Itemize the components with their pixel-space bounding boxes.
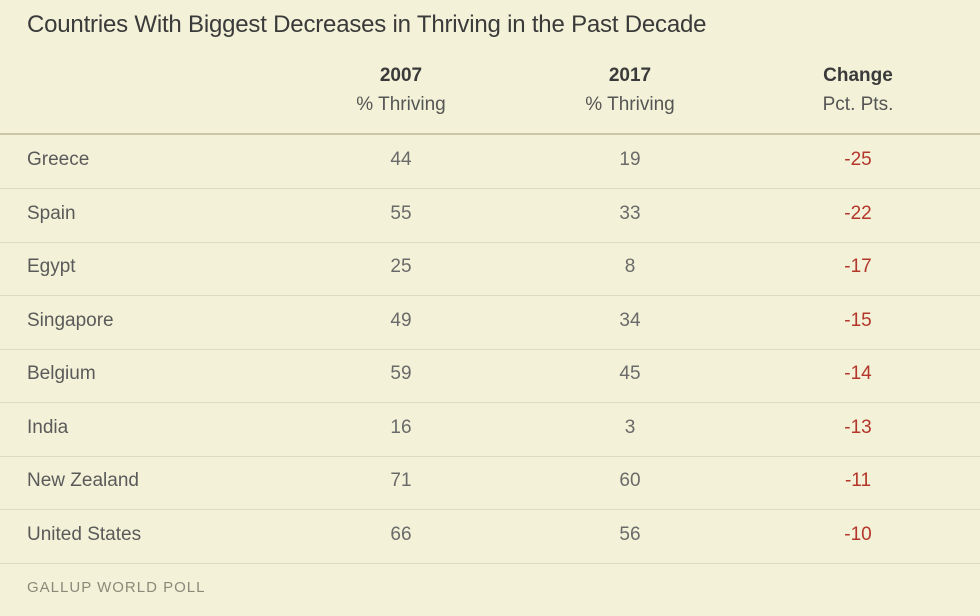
value-2017-cell: 34 [619, 309, 641, 331]
value-2007-cell: 25 [390, 256, 412, 277]
table-header: 2007 % Thriving 2017 % Thriving Change P… [0, 62, 980, 132]
change-cell: -15 [844, 309, 872, 331]
value-2007-cell: 44 [390, 149, 412, 170]
country-cell: Greece [27, 149, 90, 170]
chart-title: Countries With Biggest Decreases in Thri… [27, 11, 707, 38]
value-2007-cell: 66 [390, 523, 412, 545]
change-cell: -25 [844, 149, 872, 170]
country-cell: India [27, 416, 69, 438]
column-header-2017: 2017 % Thriving [530, 62, 730, 120]
column-subheading: Pct. Pts. [822, 94, 894, 115]
country-cell: Belgium [27, 363, 96, 384]
value-2007-cell: 16 [390, 416, 412, 438]
value-2007-cell: 49 [390, 309, 412, 331]
change-cell: -11 [844, 470, 872, 491]
column-header-2007: 2007 % Thriving [301, 62, 501, 120]
country-cell: Singapore [27, 309, 114, 331]
header-divider [0, 133, 980, 135]
column-header-change: Change Pct. Pts. [758, 62, 958, 120]
change-cell: -10 [844, 523, 872, 545]
value-2017-cell: 3 [624, 416, 636, 438]
table-row: Belgium 59 45 -14 [0, 349, 980, 403]
value-2007-cell: 71 [390, 470, 412, 491]
value-2017-cell: 60 [619, 470, 641, 491]
country-cell: Egypt [27, 256, 76, 277]
change-cell: -17 [844, 256, 872, 277]
column-subheading: % Thriving [585, 94, 675, 115]
table-row: Greece 44 19 -25 [0, 135, 980, 189]
value-2007-cell: 59 [390, 363, 412, 384]
country-cell: Spain [27, 202, 76, 224]
column-heading: 2007 [379, 65, 423, 86]
table-row: Spain 55 33 -22 [0, 189, 980, 243]
change-cell: -14 [844, 363, 872, 384]
table-row: New Zealand 71 60 -11 [0, 456, 980, 510]
change-cell: -13 [844, 416, 872, 438]
value-2017-cell: 56 [619, 523, 641, 545]
table-row: Singapore 49 34 -15 [0, 296, 980, 350]
value-2017-cell: 45 [619, 363, 641, 384]
value-2017-cell: 19 [619, 149, 641, 170]
value-2017-cell: 33 [619, 202, 641, 224]
column-heading: 2017 [608, 65, 652, 86]
column-subheading: % Thriving [356, 94, 446, 115]
change-cell: -22 [844, 202, 872, 224]
column-heading: Change [823, 65, 893, 86]
country-cell: United States [27, 523, 142, 545]
table-row: India 16 3 -13 [0, 403, 980, 457]
country-cell: New Zealand [27, 470, 139, 491]
value-2007-cell: 55 [390, 202, 412, 224]
table-row: Egypt 25 8 -17 [0, 242, 980, 296]
value-2017-cell: 8 [624, 256, 636, 277]
table-row: United States 66 56 -10 [0, 510, 980, 564]
source-note: GALLUP WORLD POLL [27, 579, 206, 596]
